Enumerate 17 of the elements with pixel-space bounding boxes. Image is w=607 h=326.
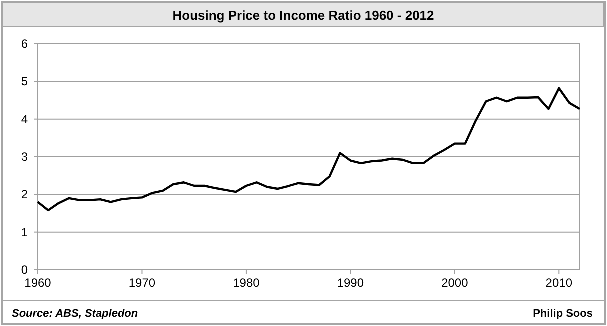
source-note: Source: ABS, Stapledon [12, 308, 138, 320]
y-tick-label: 2 [21, 188, 28, 202]
text: Philip Soos [533, 308, 593, 320]
y-tick-label: 1 [21, 225, 28, 240]
y-tick-label: 5 [21, 74, 28, 89]
y-tick-label: 6 [21, 37, 28, 51]
line-series [36, 87, 582, 212]
x-tick-label: 1980 [233, 276, 260, 290]
y-tick-label: 3 [21, 150, 28, 164]
chart-title: Housing Price to Income Ratio 1960 - 2012 [172, 8, 434, 23]
x-tick-label: 1990 [337, 276, 364, 290]
y-tick-label: 4 [21, 112, 28, 126]
x-tick-label: 2010 [546, 276, 573, 290]
x-tick-label: 1960 [24, 276, 52, 290]
y-tick-label: 0 [21, 263, 28, 277]
x-tick-label: 1970 [128, 276, 156, 290]
x-tick-label: 2000 [442, 276, 469, 290]
